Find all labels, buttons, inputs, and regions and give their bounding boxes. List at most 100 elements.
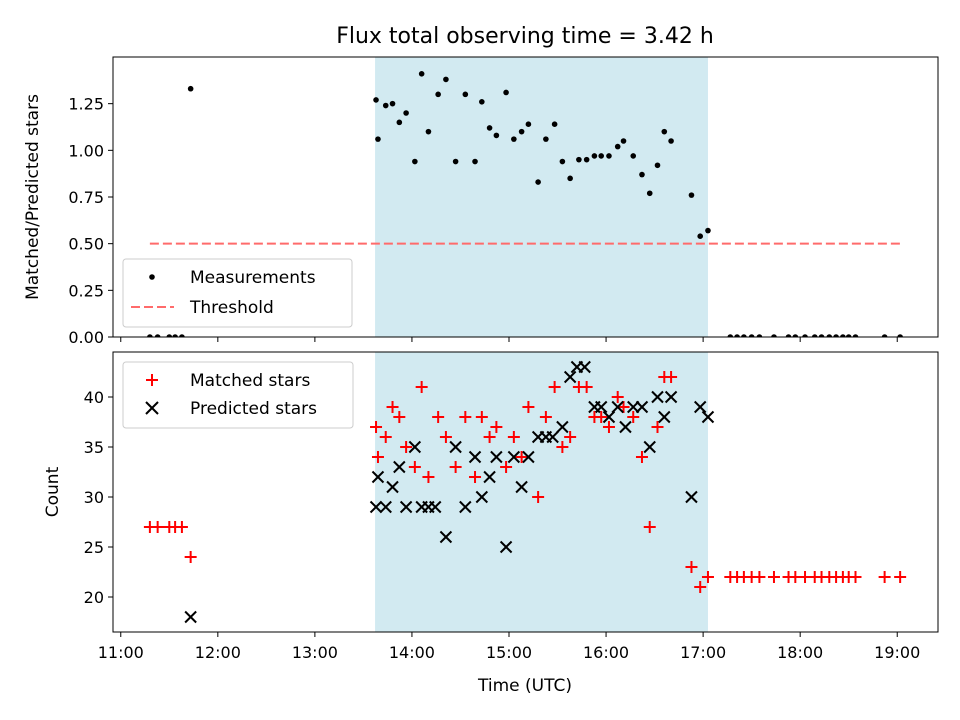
measurement-point — [425, 128, 432, 135]
matched-star-point — [371, 451, 384, 463]
matched-star-point — [432, 411, 445, 423]
predicted-star-point — [459, 500, 472, 514]
top-x-axis-ticks — [120, 337, 898, 342]
predicted-star-point — [371, 470, 385, 484]
predicted-star-point — [651, 390, 664, 404]
measurement-point — [396, 119, 403, 126]
measurement-point — [802, 334, 808, 337]
bottom-y-tick-label: 20 — [84, 588, 104, 607]
measurement-point — [639, 171, 645, 178]
top-y-tick-label: 1.25 — [68, 95, 104, 114]
measurement-point — [688, 192, 695, 198]
top-legend: Measurements Threshold — [122, 258, 353, 328]
matched-star-point — [184, 551, 197, 563]
bottom-x-tick-label: 12:00 — [195, 643, 241, 662]
matched-star-point — [500, 461, 513, 473]
bottom-x-tick-label: 14:00 — [389, 643, 435, 662]
matched-star-point — [617, 401, 630, 413]
measurement-point — [389, 100, 396, 107]
measurement-point — [818, 334, 825, 337]
top-y-axis-label: Matched/Predicted stars — [23, 94, 43, 300]
predicted-star-point — [399, 500, 413, 514]
predicted-star-point — [475, 490, 489, 504]
measurement-point — [452, 158, 459, 165]
predicted-star-point — [619, 420, 632, 434]
matched-star-point — [651, 421, 664, 433]
matched-star-point — [393, 411, 406, 423]
matched-star-point — [894, 571, 907, 583]
measurement-point — [792, 334, 799, 337]
matched-star-point — [539, 411, 552, 423]
matched-star-point — [627, 411, 640, 423]
measurement-point — [535, 179, 541, 185]
legend-matched-marker — [146, 374, 158, 386]
top-y-tick-label: 0.50 — [68, 235, 104, 254]
matched-star-point — [611, 391, 624, 403]
measurement-point — [373, 97, 379, 103]
measurement-point — [845, 334, 852, 337]
measurement-point — [518, 128, 525, 135]
matched-star-point — [643, 521, 656, 533]
matched-star-point — [379, 431, 392, 443]
matched-star-point — [175, 521, 188, 533]
measurement-point — [525, 121, 532, 127]
measurement-point — [462, 91, 469, 98]
top-panel: 0.00 0.25 0.50 0.75 1.00 1.25 Matched/Predict… — [23, 56, 939, 347]
predicted-star-point — [594, 400, 608, 414]
matched-star-point — [483, 431, 496, 443]
predicted-star-point — [515, 480, 528, 494]
matched-star-point — [408, 461, 421, 473]
matched-star-point — [701, 571, 714, 583]
bottom-x-tick-label: 18:00 — [777, 643, 823, 662]
measurement-point — [630, 153, 637, 159]
predicted-star-point — [658, 410, 671, 424]
legend-matched-label: Matched stars — [190, 371, 310, 391]
measurement-point — [598, 153, 605, 159]
matched-star-point — [507, 431, 520, 443]
matched-star-point — [685, 561, 698, 573]
measurement-point — [583, 156, 590, 163]
matched-star-point — [449, 461, 462, 473]
measurement-point — [172, 334, 178, 337]
measurement-point — [559, 158, 566, 165]
matched-star-point — [556, 441, 569, 453]
matched-star-point — [386, 401, 399, 413]
top-y-tick-label: 1.00 — [68, 141, 104, 160]
predicted-star-point — [379, 500, 392, 514]
predicted-star-point — [408, 440, 422, 454]
legend-predicted-marker — [145, 401, 159, 415]
bottom-x-tick-label: 15:00 — [486, 643, 532, 662]
matched-star-point — [548, 381, 561, 393]
top-y-tick-label: 0.75 — [68, 188, 104, 207]
matched-star-point — [415, 381, 428, 393]
matched-star-point — [595, 411, 608, 423]
bottom-panel: 20 25 30 35 40 11:00 12:00 13:00 14:00 15:00 16:0… — [43, 351, 939, 696]
measurement-point — [479, 99, 485, 105]
measurement-point — [403, 110, 409, 116]
matched-star-point — [849, 571, 862, 583]
measurement-point — [147, 334, 153, 337]
measurement-point — [852, 334, 859, 337]
bottom-y-axis-ticks: 20 25 30 35 40 — [84, 388, 113, 607]
measurement-point — [897, 334, 903, 337]
bottom-x-tick-label: 17:00 — [680, 643, 726, 662]
measurement-point — [382, 102, 389, 109]
predicted-star-point — [449, 440, 462, 454]
measurement-point — [811, 334, 818, 337]
predicted-star-point — [611, 400, 624, 414]
measurement-point — [187, 85, 194, 92]
measurement-point — [661, 128, 668, 135]
measurement-point — [486, 125, 493, 131]
bottom-y-tick-label: 40 — [84, 388, 104, 407]
predicted-star-point — [635, 400, 649, 414]
matched-star-point — [602, 421, 615, 433]
top-y-tick-label: 0.25 — [68, 281, 104, 300]
bottom-data-points — [143, 360, 907, 624]
measurement-point — [435, 91, 441, 98]
measurement-point — [705, 227, 711, 234]
measurement-point — [511, 136, 517, 142]
predicted-star-point — [499, 540, 513, 554]
bottom-y-tick-label: 30 — [84, 488, 104, 507]
predicted-star-point — [490, 450, 503, 464]
predicted-star-point — [693, 400, 707, 414]
